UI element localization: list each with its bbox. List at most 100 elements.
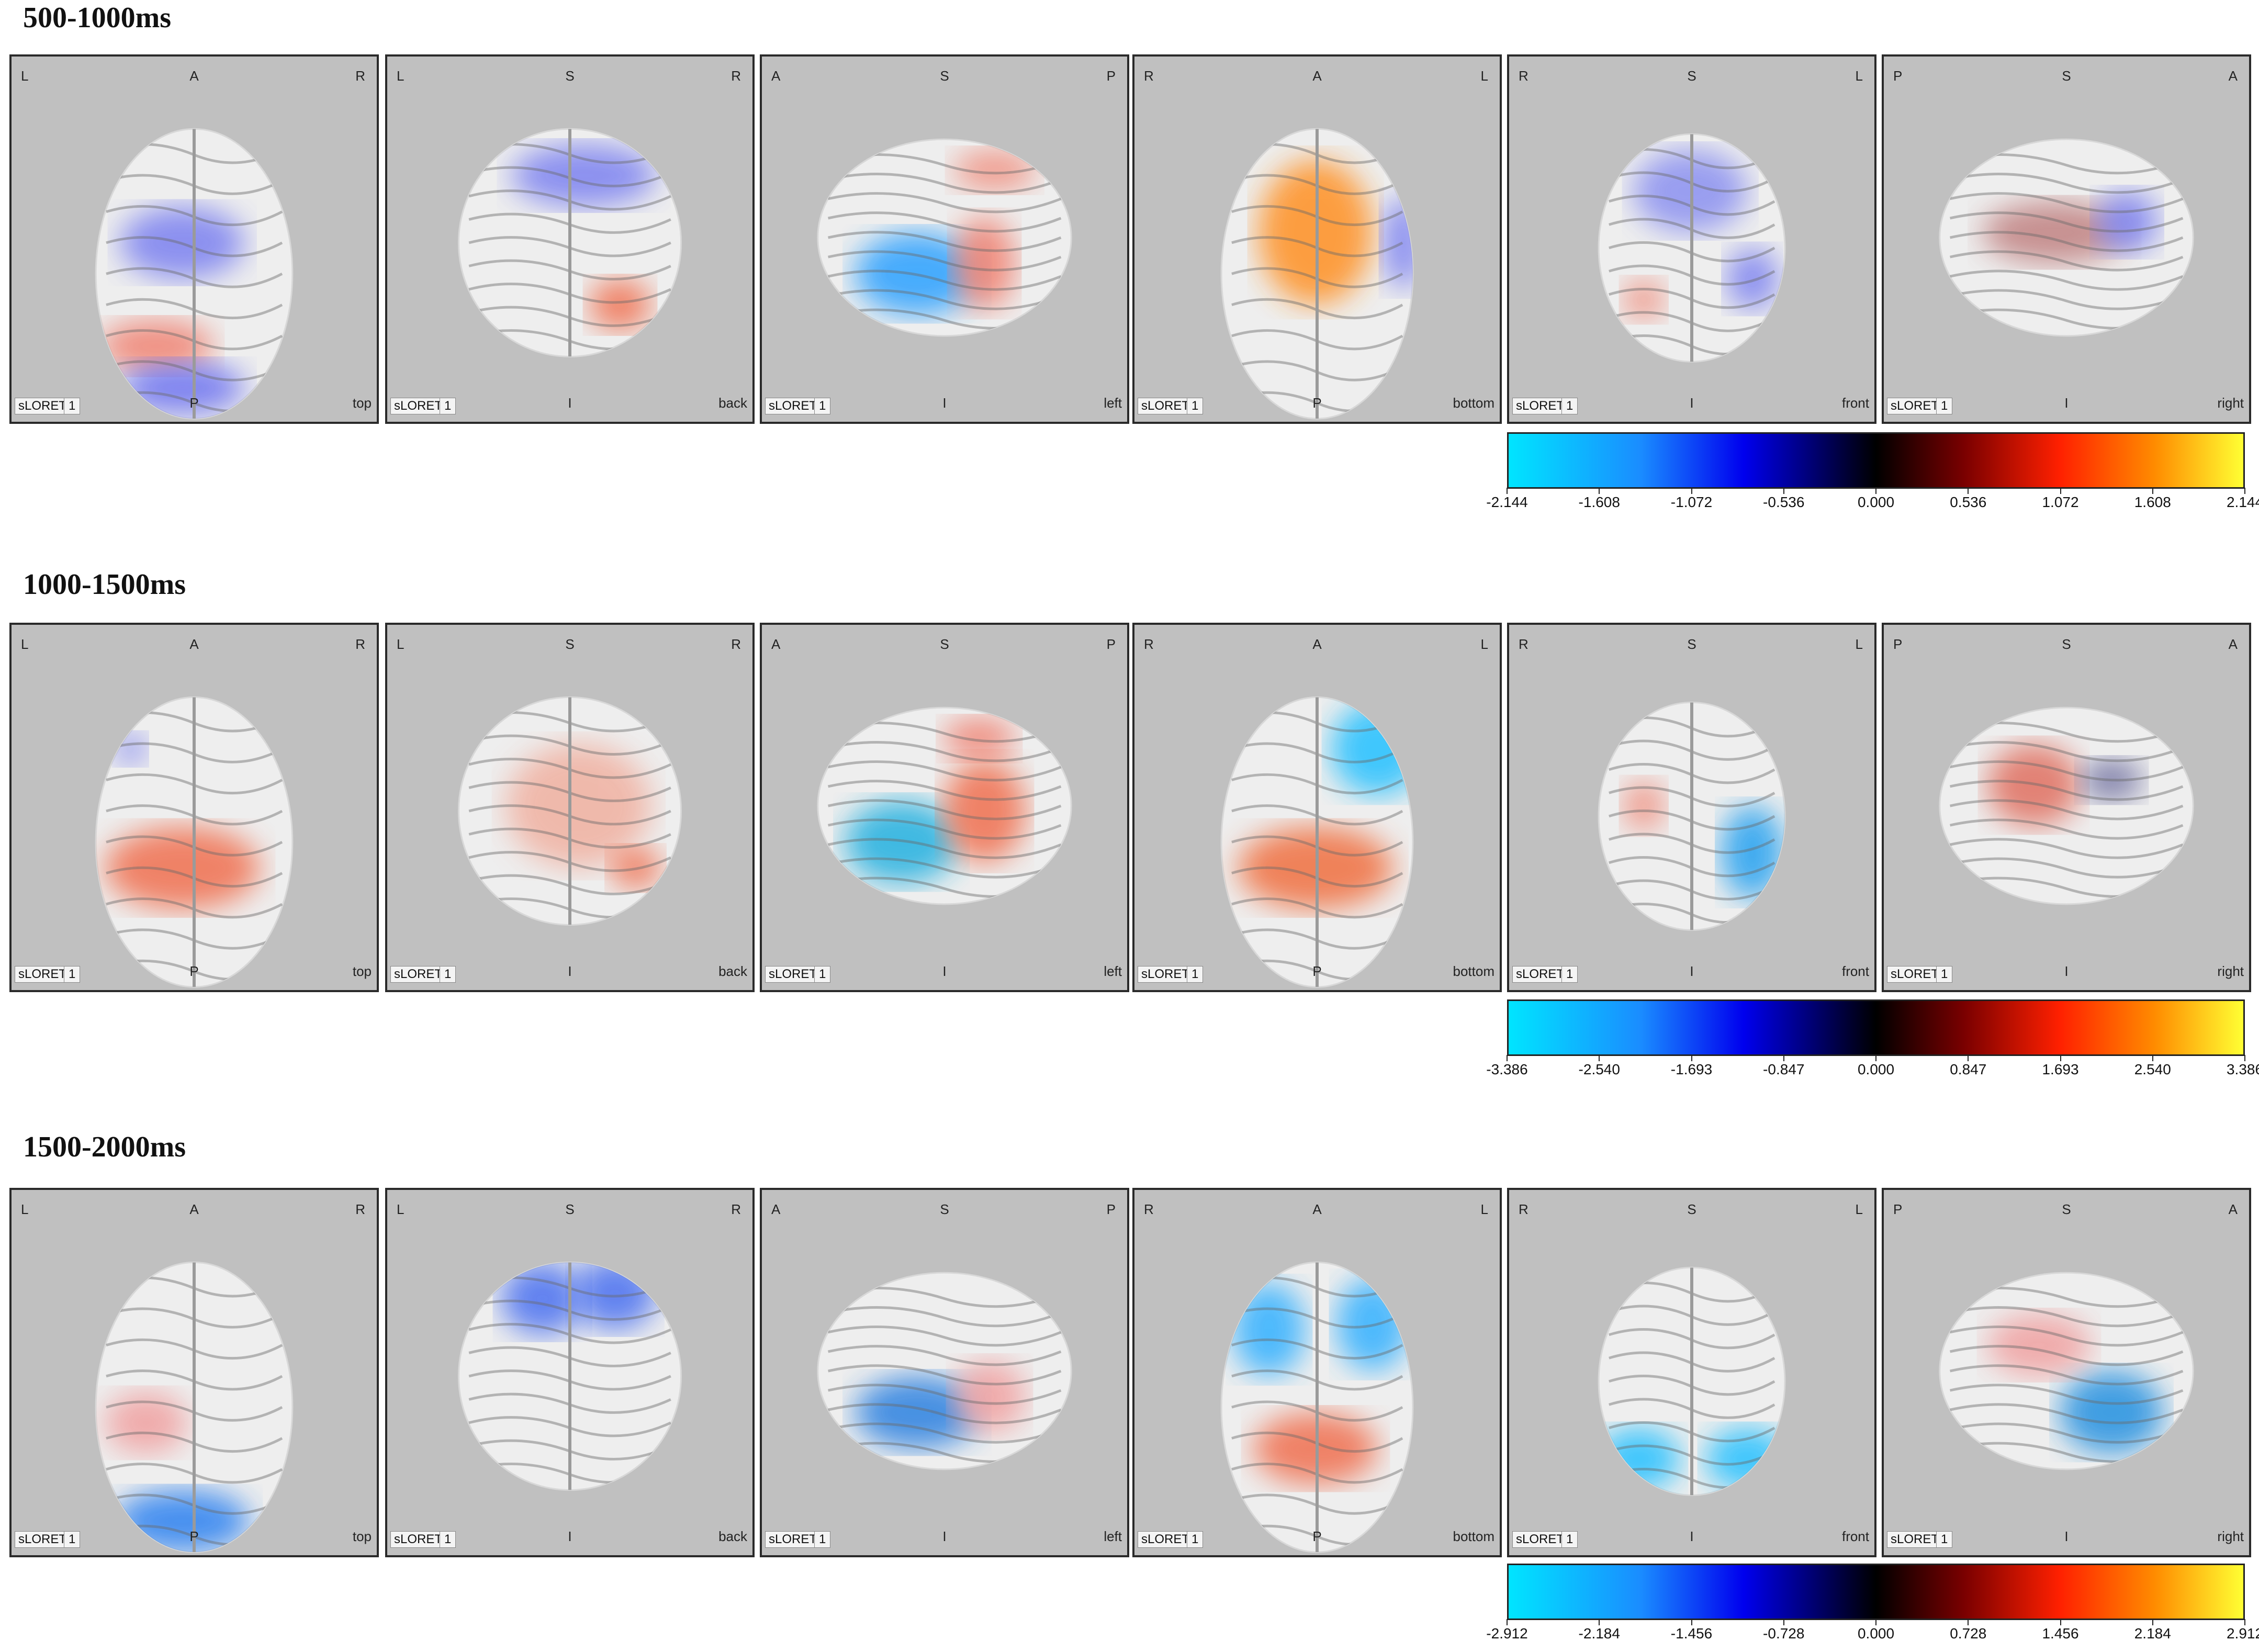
orientation-label-top-left: R	[1144, 636, 1154, 652]
colorbar-tick-mark	[2244, 1055, 2245, 1061]
colorbar-tick-label: -3.386	[1486, 1061, 1528, 1077]
orientation-label-bottom-center: P	[189, 1529, 199, 1544]
frame-number: 1	[1187, 966, 1204, 983]
brain-surface-render	[1598, 701, 1786, 931]
activation-region	[501, 1262, 584, 1335]
orientation-label-top-center: S	[940, 68, 949, 84]
colorbar-tick-mark	[2244, 1619, 2245, 1625]
colorbar-2	[1507, 999, 2245, 1056]
orientation-label-top-center: A	[189, 636, 199, 652]
orientation-label-top-center: S	[565, 636, 575, 652]
orientation-label-top-left: L	[21, 1201, 29, 1217]
orientation-label-top-left: A	[771, 1201, 781, 1217]
colorbar-tick-label: 1.608	[2134, 494, 2171, 510]
colorbar-1	[1507, 432, 2245, 489]
frame-number: 1	[1187, 398, 1204, 414]
activation-region	[953, 149, 1036, 192]
orientation-label-top-right: L	[1855, 1201, 1863, 1217]
orientation-label-top-right: L	[1480, 1201, 1488, 1217]
activation-region	[953, 217, 1016, 310]
frame-number: 1	[64, 966, 81, 983]
orientation-label-bottom-center: I	[942, 395, 947, 411]
activation-region	[943, 717, 1016, 760]
colorbar-tick-mark	[2060, 1619, 2061, 1625]
activation-region	[115, 733, 147, 765]
frame-number: 1	[1936, 966, 1953, 983]
colorbar-tick-mark	[1507, 1619, 1508, 1625]
activation-region	[610, 847, 661, 889]
colorbar-tick-mark	[1599, 1619, 1600, 1625]
brain-surface-render	[817, 1272, 1072, 1470]
activation-region	[506, 744, 651, 868]
view-name-label: top	[352, 1529, 372, 1544]
activation-region	[2096, 191, 2158, 253]
colorbar-tick-label: -0.536	[1763, 494, 1805, 510]
colorbar-tick-label: 1.693	[2042, 1061, 2079, 1077]
colorbar-tick-mark	[1599, 488, 1600, 494]
colorbar-tick-label: -1.608	[1578, 494, 1620, 510]
orientation-label-bottom-center: I	[2064, 1529, 2069, 1544]
orientation-label-top-right: A	[2228, 68, 2238, 84]
brain-surface-render	[1220, 128, 1414, 420]
view-name-label: back	[718, 963, 747, 979]
orientation-label-bottom-center: I	[2064, 395, 2069, 411]
orientation-label-top-left: R	[1144, 1201, 1154, 1217]
activation-region	[1705, 1428, 1785, 1490]
colorbar-tick-mark	[1599, 1055, 1600, 1061]
colorbar-ticks-3: -2.912 -2.184 -1.456 -0.728 0.000 0.728 1.456 2…	[1486, 1619, 2259, 1646]
brain-surface-render	[95, 696, 294, 988]
activation-region	[1721, 806, 1783, 899]
orientation-label-bottom-center: P	[1312, 1529, 1322, 1544]
frame-number: 1	[1187, 1531, 1204, 1548]
frame-number: 1	[440, 1531, 456, 1548]
view-name-label: left	[1104, 395, 1122, 411]
activation-region	[511, 144, 657, 207]
colorbar-tick-mark	[1783, 1619, 1784, 1625]
orientation-label-top-center: S	[2062, 636, 2071, 652]
activation-region	[2080, 759, 2143, 801]
view-name-label: bottom	[1453, 395, 1495, 411]
brain-surface-render	[457, 128, 682, 357]
activation-region	[2060, 1371, 2163, 1454]
frame-number: 1	[1561, 966, 1578, 983]
colorbar-tick-label: 2.912	[2226, 1625, 2259, 1642]
view-name-label: bottom	[1453, 963, 1495, 979]
orientation-label-top-center: A	[1312, 1201, 1322, 1217]
colorbar-ticks-2: -3.386 -2.540 -1.693 -0.847 0.000 0.847 1.693 2…	[1486, 1055, 2259, 1082]
colorbar-tick-label: -0.728	[1763, 1625, 1805, 1642]
orientation-label-top-right: A	[2228, 636, 2238, 652]
orientation-label-top-left: R	[1519, 1201, 1529, 1217]
method-label: sLORETA	[1887, 398, 1950, 414]
brain-surface-render	[1939, 1272, 2194, 1470]
activation-region	[1232, 1283, 1306, 1376]
view-name-label: bottom	[1453, 1529, 1495, 1544]
orientation-label-bottom-center: P	[1312, 395, 1322, 411]
orientation-label-top-left: R	[1144, 68, 1154, 84]
colorbar-tick-label: 2.144	[2226, 494, 2259, 510]
activation-region	[1331, 702, 1413, 796]
orientation-label-top-left: A	[771, 68, 781, 84]
orientation-label-bottom-center: I	[568, 963, 572, 979]
orientation-label-top-right: R	[731, 68, 741, 84]
orientation-label-bottom-center: I	[942, 963, 947, 979]
colorbar-tick-label: 0.847	[1950, 1061, 1987, 1077]
colorbar-tick-mark	[1875, 1619, 1876, 1625]
view-name-label: front	[1841, 395, 1869, 411]
orientation-label-top-left: R	[1519, 68, 1529, 84]
orientation-label-top-left: P	[1893, 636, 1903, 652]
activation-region	[99, 320, 213, 373]
orientation-label-top-left: R	[1519, 636, 1529, 652]
orientation-label-top-center: A	[1312, 68, 1322, 84]
orientation-label-top-right: L	[1480, 636, 1488, 652]
colorbar-tick-label: 1.456	[2042, 1625, 2079, 1642]
